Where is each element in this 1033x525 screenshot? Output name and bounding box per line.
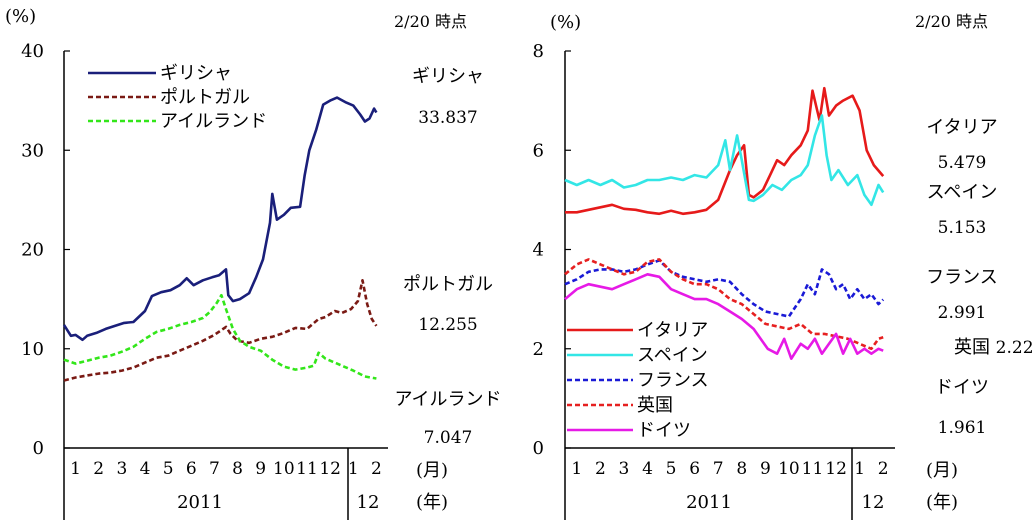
x-tick-label-month: 12 [825,459,847,479]
series-line [564,273,884,360]
x-unit-month: (月) [926,460,958,481]
series-line [564,258,884,351]
end-label-value: 33.837 [418,108,477,128]
end-label-name: スペイン [927,182,998,203]
legend-label: ギリシャ [160,63,232,84]
series-line [564,259,885,318]
x-tick-label-month: 1 [571,459,582,479]
y-tick-label: 4 [533,240,544,261]
x-tick-label-month: 3 [619,459,630,479]
x-tick-label-year: 12 [357,492,380,513]
y-tick-label: 0 [33,438,44,459]
end-label-value: 12.255 [418,315,477,335]
x-tick-label-month: 5 [163,459,174,479]
x-tick-label-month: 1 [70,459,81,479]
end-label-name: ドイツ [935,377,989,398]
x-tick-label-year: 2011 [686,492,732,513]
y-axis-label: (%) [550,12,581,33]
end-label-value: 1.961 [938,418,987,438]
x-tick-label-month: 3 [116,459,127,479]
legend-label: ポルトガル [160,87,250,108]
legend-label: スペイン [637,345,708,366]
y-axis-label: (%) [5,6,36,27]
x-tick-label-month: 9 [760,459,771,479]
y-tick-label: 40 [21,41,44,62]
x-tick-label-month: 4 [642,459,653,479]
legend-label: アイルランド [160,111,267,132]
end-label-value: 5.153 [938,218,987,238]
x-tick-label-month: 1 [854,459,865,479]
x-tick-label-month: 10 [273,459,295,479]
x-tick-label-month: 11 [296,459,318,479]
x-tick-label-month: 6 [186,459,197,479]
y-tick-label: 30 [21,140,44,161]
x-unit-year: (年) [416,492,448,513]
x-tick-label-month: 8 [736,459,747,479]
series-line [63,293,377,380]
end-label-name: イタリア [926,117,997,138]
x-unit-year: (年) [926,492,958,513]
x-tick-label-month: 9 [255,459,266,479]
x-tick-label-month: 2 [371,459,382,479]
x-tick-label-year: 2011 [177,492,223,513]
x-tick-label-month: 4 [140,459,151,479]
x-tick-label-month: 7 [209,459,220,479]
legend-label: イタリア [637,320,708,341]
end-label-value: 2.225 [996,338,1033,358]
x-tick-label-month: 2 [595,459,606,479]
end-label-name: 英国 [954,337,990,358]
end-label-value: 5.479 [938,153,987,173]
end-label-name: ポルトガル [403,274,493,295]
series-line [62,96,378,342]
as-of-note: 2/20 時点 [394,12,467,31]
x-tick-label-month: 11 [802,459,824,479]
x-unit-month: (月) [416,460,448,481]
end-label-name: フランス [926,267,998,288]
x-tick-label-month: 5 [666,459,677,479]
as-of-note: 2/20 時点 [915,12,988,31]
x-tick-label-month: 12 [319,459,341,479]
y-tick-label: 20 [21,240,44,261]
x-tick-label-month: 2 [93,459,104,479]
series-line [565,86,885,216]
legend-label: ドイツ [637,420,691,441]
y-tick-label: 10 [21,339,44,360]
legend-label: フランス [637,370,709,391]
legend-label: 英国 [637,395,673,416]
x-tick-label-month: 10 [778,459,800,479]
end-label-name: アイルランド [394,389,501,410]
x-tick-label-month: 8 [232,459,243,479]
end-label-value: 7.047 [424,428,473,448]
x-tick-label-month: 7 [713,459,724,479]
y-tick-label: 6 [533,140,544,161]
y-tick-label: 0 [533,438,544,459]
series-line [564,114,885,207]
end-label-name: ギリシャ [412,66,484,87]
end-label-value: 2.991 [938,303,987,323]
x-tick-label-month: 1 [348,459,359,479]
x-tick-label-year: 12 [862,492,885,513]
x-tick-label-month: 6 [689,459,700,479]
x-tick-label-month: 2 [878,459,889,479]
y-tick-label: 8 [533,41,544,62]
y-tick-label: 2 [533,339,544,360]
